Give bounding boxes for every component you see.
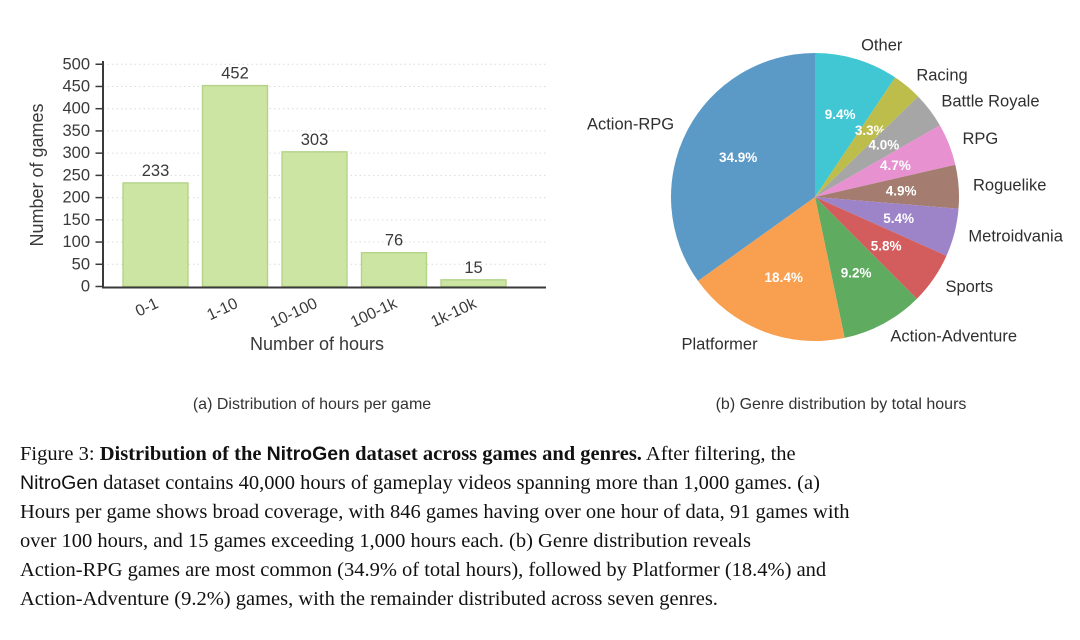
bar-value-label: 303 (301, 131, 329, 149)
y-tick-label: 100 (62, 233, 90, 251)
pie-label-Roguelike: Roguelike (973, 177, 1046, 195)
bar-100-1k (360, 252, 428, 288)
caption-line: Action-Adventure (9.2%) games, with the … (20, 585, 1070, 614)
caption-line: Action-RPG games are most common (34.9% … (20, 556, 1070, 585)
pie-pct-label: 4.7% (880, 158, 911, 173)
y-tick-label: 150 (62, 211, 90, 229)
pie-pct-label: 5.4% (883, 211, 914, 226)
y-tick-label: 400 (62, 100, 90, 118)
pie-label-Sports: Sports (945, 278, 993, 296)
caption-line: Figure 3: Distribution of the NitroGen d… (20, 440, 1070, 469)
bar-value-label: 76 (385, 232, 403, 250)
pie-slice-Battle Royale (815, 96, 940, 197)
nitrogen-wordmark: NitroGen (20, 472, 99, 494)
pie-pct-label: 9.4% (825, 107, 856, 122)
pie-slice-Roguelike (815, 164, 959, 209)
pie-label-Platformer: Platformer (682, 336, 759, 354)
pie-pct-label: 18.4% (765, 270, 803, 285)
caption-text: After filtering, the (641, 443, 796, 465)
bar-value-label: 15 (464, 259, 482, 277)
caption-text: Action-Adventure (9.2%) games, with the … (20, 588, 718, 610)
pie-pct-label: 5.8% (871, 239, 902, 254)
bar-chart-svg: 0 50 100 150 200 250 300 350 400 450 500 233 0-1 452 1… (27, 55, 546, 354)
pie-slice-Action-RPG (671, 53, 815, 281)
pie-slice-Racing (815, 77, 919, 197)
pie-label-Action-Adventure: Action-Adventure (890, 327, 1017, 345)
bar-1-10 (201, 84, 269, 288)
y-tick-label: 300 (62, 144, 90, 162)
bar-value-label: 233 (142, 162, 170, 180)
caption-line: over 100 hours, and 15 games exceeding 1… (20, 527, 1070, 556)
caption-text: dataset across games and genres. (350, 443, 642, 465)
pie-pct-label: 4.9% (886, 183, 917, 198)
pie-label-RPG: RPG (962, 130, 998, 148)
pie-chart-svg: 9.4% Other 3.3% Racing 4.0% Battle Royale 4.7%… (587, 36, 1064, 354)
x-tick-label: 100-1k (348, 295, 400, 332)
pie-label-Metroidvania: Metroidvania (968, 227, 1063, 245)
caption-text: over 100 hours, and 15 games exceeding 1… (20, 530, 751, 552)
caption-text: dataset contains 40,000 hours of gamepla… (98, 472, 820, 494)
subcaption-b: (b) Genre distribution by total hours (715, 396, 967, 413)
pie-slice-Platformer (697, 197, 845, 342)
x-tick-label: 1-10 (204, 295, 240, 324)
caption-text: Hours per game shows broad coverage, wit… (20, 501, 850, 523)
y-tick-label: 350 (62, 122, 90, 140)
pie-label-Action-RPG: Action-RPG (587, 116, 674, 134)
x-tick-label: 0-1 (133, 295, 161, 320)
y-tick-label: 200 (62, 189, 90, 207)
caption-text: Action-RPG games are most common (34.9% … (20, 559, 827, 581)
y-tick-label: 500 (62, 55, 90, 73)
y-axis-title: Number of games (27, 103, 47, 246)
x-axis-title: Number of hours (250, 334, 384, 354)
bar-0-1 (122, 182, 189, 288)
x-tick-label: 10-100 (268, 295, 320, 332)
nitrogen-wordmark: NitroGen (266, 443, 350, 465)
bar-1k-10k (440, 279, 507, 288)
y-tick-label: 250 (62, 166, 90, 184)
pie-slice-Metroidvania (815, 197, 959, 256)
pie-label-Battle Royale: Battle Royale (941, 92, 1039, 110)
pie-label-Racing: Racing (916, 66, 967, 84)
x-tick-label: 1k-10k (428, 295, 480, 331)
figure-caption: Figure 3: Distribution of the NitroGen d… (20, 440, 1070, 614)
caption-text: Distribution of the (99, 443, 267, 465)
pie-slice-Sports (815, 197, 947, 299)
y-tick-label: 0 (81, 278, 90, 296)
caption-line: NitroGen dataset contains 40,000 hours o… (20, 469, 1070, 498)
subcaption-a: (a) Distribution of hours per game (192, 396, 432, 413)
pie-slice-Action-Adventure (815, 197, 917, 338)
caption-line: Hours per game shows broad coverage, wit… (20, 498, 1070, 527)
y-tick-label: 50 (72, 255, 90, 273)
pie-label-Other: Other (861, 36, 903, 54)
y-tick-label: 450 (62, 77, 90, 95)
pie-slice-Other (815, 53, 896, 197)
caption-text: Figure 3: (20, 443, 100, 465)
bar-value-label: 452 (221, 65, 249, 83)
pie-pct-label: 3.3% (855, 123, 886, 138)
pie-slice-RPG (815, 125, 956, 197)
pie-pct-label: 34.9% (719, 150, 757, 165)
pie-pct-label: 9.2% (841, 265, 872, 280)
bar-10-100 (281, 151, 348, 288)
pie-pct-label: 4.0% (869, 137, 900, 152)
